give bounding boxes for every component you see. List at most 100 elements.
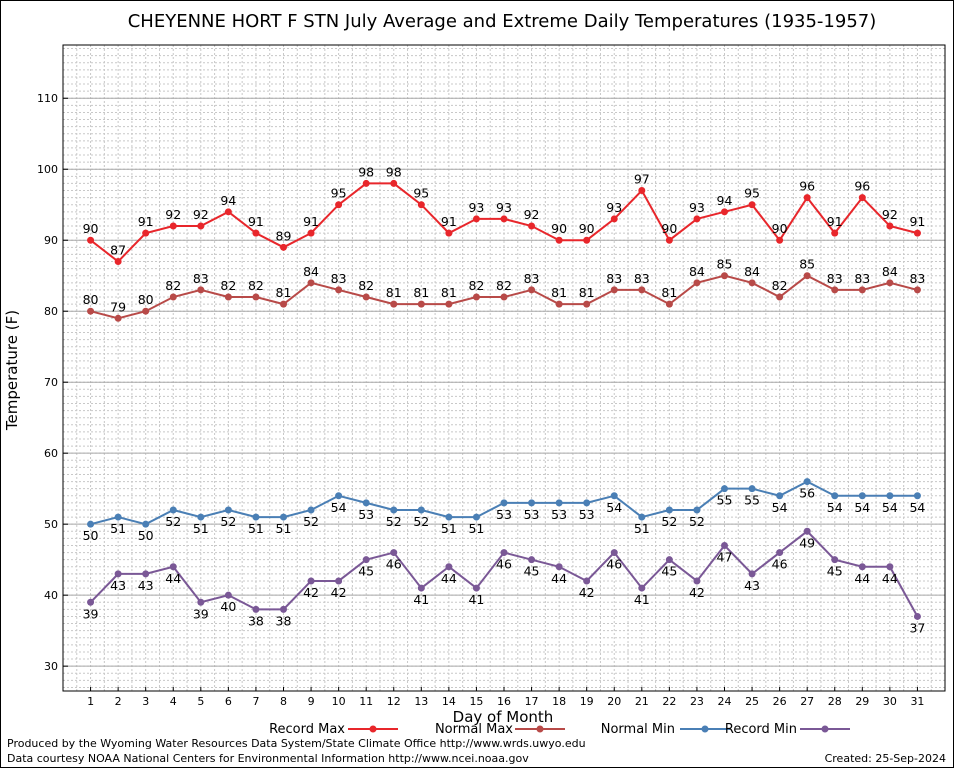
normal-min-data-label: 50 bbox=[138, 528, 154, 543]
record-min-data-label: 44 bbox=[854, 571, 870, 586]
normal-max-point bbox=[665, 300, 673, 308]
normal-max-data-label: 82 bbox=[248, 278, 264, 293]
record-min-point bbox=[224, 591, 232, 599]
record-min-data-label: 46 bbox=[772, 557, 788, 572]
record-max-data-label: 89 bbox=[276, 228, 292, 243]
normal-min-data-label: 55 bbox=[744, 493, 760, 508]
normal-min-data-label: 52 bbox=[413, 514, 429, 529]
normal-max-point bbox=[307, 279, 315, 287]
normal-min-point bbox=[610, 492, 618, 500]
normal-min-data-label: 52 bbox=[689, 514, 705, 529]
normal-max-data-label: 83 bbox=[331, 271, 347, 286]
normal-max-point bbox=[87, 307, 95, 315]
record-max-data-label: 90 bbox=[772, 221, 788, 236]
normal-min-point bbox=[472, 513, 480, 521]
x-tick-label: 6 bbox=[225, 695, 232, 708]
x-tick-label: 30 bbox=[883, 695, 897, 708]
legend-label-record-min: Record Min bbox=[725, 722, 797, 737]
normal-max-point bbox=[224, 293, 232, 301]
normal-min-point bbox=[362, 499, 370, 507]
normal-min-data-label: 51 bbox=[468, 521, 484, 536]
normal-max-data-label: 83 bbox=[854, 271, 870, 286]
normal-max-point bbox=[280, 300, 287, 308]
record-min-point bbox=[610, 549, 618, 557]
normal-min-point bbox=[528, 499, 536, 507]
record-min-data-label: 44 bbox=[882, 571, 898, 586]
record-min-point bbox=[748, 570, 756, 578]
record-max-point bbox=[913, 229, 921, 237]
record-min-point bbox=[528, 556, 536, 564]
record-max-point bbox=[142, 229, 150, 237]
record-min-data-label: 41 bbox=[468, 592, 484, 607]
record-max-point bbox=[362, 179, 370, 187]
normal-min-data-label: 51 bbox=[248, 521, 264, 536]
normal-max-data-label: 83 bbox=[634, 271, 650, 286]
record-max-point bbox=[776, 236, 784, 244]
record-min-data-label: 45 bbox=[661, 564, 677, 579]
y-tick-label: 70 bbox=[44, 376, 58, 389]
x-tick-label: 13 bbox=[414, 695, 428, 708]
record-min-data-label: 38 bbox=[276, 613, 292, 628]
x-tick-label: 22 bbox=[662, 695, 676, 708]
record-max-data-label: 91 bbox=[827, 214, 843, 229]
record-max-data-label: 95 bbox=[744, 186, 760, 201]
normal-min-data-label: 53 bbox=[524, 507, 540, 522]
record-min-point bbox=[583, 577, 591, 585]
x-tick-label: 29 bbox=[855, 695, 869, 708]
record-min-data-label: 39 bbox=[83, 606, 99, 621]
record-min-point bbox=[555, 563, 563, 571]
record-min-point bbox=[417, 584, 425, 592]
record-max-data-label: 96 bbox=[854, 179, 870, 194]
record-max-point bbox=[721, 208, 728, 216]
x-tick-label: 16 bbox=[497, 695, 511, 708]
y-axis-label: Temperature (F) bbox=[3, 310, 21, 431]
record-min-data-label: 42 bbox=[331, 585, 347, 600]
x-tick-label: 4 bbox=[170, 695, 177, 708]
normal-max-data-label: 81 bbox=[661, 285, 677, 300]
x-tick-label: 28 bbox=[828, 695, 842, 708]
record-min-point bbox=[307, 577, 315, 585]
x-tick-label: 8 bbox=[280, 695, 287, 708]
normal-min-data-label: 51 bbox=[634, 521, 650, 536]
record-max-data-label: 95 bbox=[413, 186, 429, 201]
record-max-data-label: 96 bbox=[799, 179, 815, 194]
normal-min-point bbox=[224, 506, 232, 514]
normal-max-point bbox=[610, 286, 618, 294]
x-tick-label: 19 bbox=[580, 695, 594, 708]
normal-min-data-label: 54 bbox=[606, 500, 622, 515]
x-tick-label: 15 bbox=[469, 695, 483, 708]
normal-min-point bbox=[169, 506, 177, 514]
normal-min-point bbox=[858, 492, 866, 500]
normal-max-point bbox=[748, 279, 756, 287]
record-max-data-label: 94 bbox=[717, 193, 733, 208]
record-min-data-label: 41 bbox=[634, 592, 650, 607]
normal-min-point bbox=[445, 513, 453, 521]
record-min-data-label: 47 bbox=[717, 549, 733, 564]
record-max-point bbox=[417, 201, 425, 209]
normal-max-point bbox=[693, 279, 701, 287]
y-tick-label: 60 bbox=[44, 447, 58, 460]
record-min-data-label: 43 bbox=[110, 578, 126, 593]
record-max-data-label: 98 bbox=[386, 164, 402, 179]
record-max-point bbox=[445, 229, 453, 237]
normal-min-point bbox=[831, 492, 839, 500]
record-max-point bbox=[583, 236, 591, 244]
series-lines bbox=[87, 179, 921, 620]
legend-marker-normal-min bbox=[701, 725, 709, 733]
record-max-point bbox=[280, 243, 287, 251]
normal-min-data-label: 53 bbox=[358, 507, 374, 522]
x-tick-label: 17 bbox=[525, 695, 539, 708]
legend-label-normal-min: Normal Min bbox=[601, 722, 675, 737]
record-max-data-label: 91 bbox=[441, 214, 457, 229]
record-max-point bbox=[87, 236, 95, 244]
record-min-point bbox=[87, 598, 95, 606]
normal-max-point bbox=[886, 279, 894, 287]
normal-max-point bbox=[335, 286, 343, 294]
normal-min-data-label: 52 bbox=[220, 514, 236, 529]
record-max-point bbox=[472, 215, 480, 223]
normal-max-point bbox=[638, 286, 646, 294]
x-tick-label: 26 bbox=[773, 695, 787, 708]
normal-max-data-label: 81 bbox=[413, 285, 429, 300]
normal-max-data-label: 83 bbox=[827, 271, 843, 286]
